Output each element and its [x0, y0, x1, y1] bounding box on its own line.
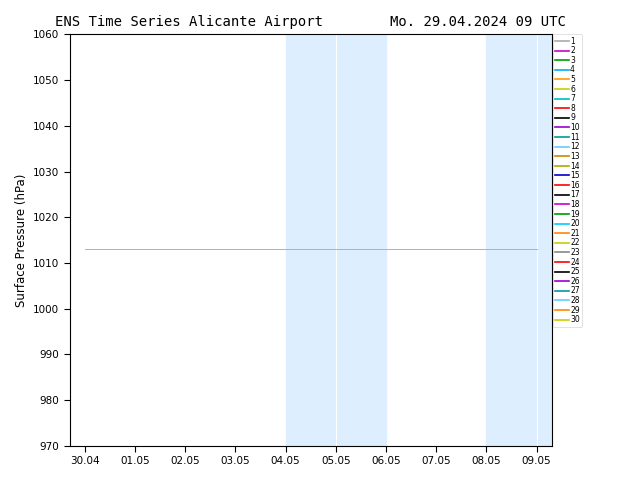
- Y-axis label: Surface Pressure (hPa): Surface Pressure (hPa): [15, 173, 27, 307]
- Legend: 1, 2, 3, 4, 5, 6, 7, 8, 9, 10, 11, 12, 13, 14, 15, 16, 17, 18, 19, 20, 21, 22, 2: 1, 2, 3, 4, 5, 6, 7, 8, 9, 10, 11, 12, 1…: [553, 34, 582, 327]
- Title: ENS Time Series Alicante Airport        Mo. 29.04.2024 09 UTC: ENS Time Series Alicante Airport Mo. 29.…: [55, 15, 566, 29]
- Bar: [486, 34, 562, 446]
- Bar: [285, 34, 386, 446]
